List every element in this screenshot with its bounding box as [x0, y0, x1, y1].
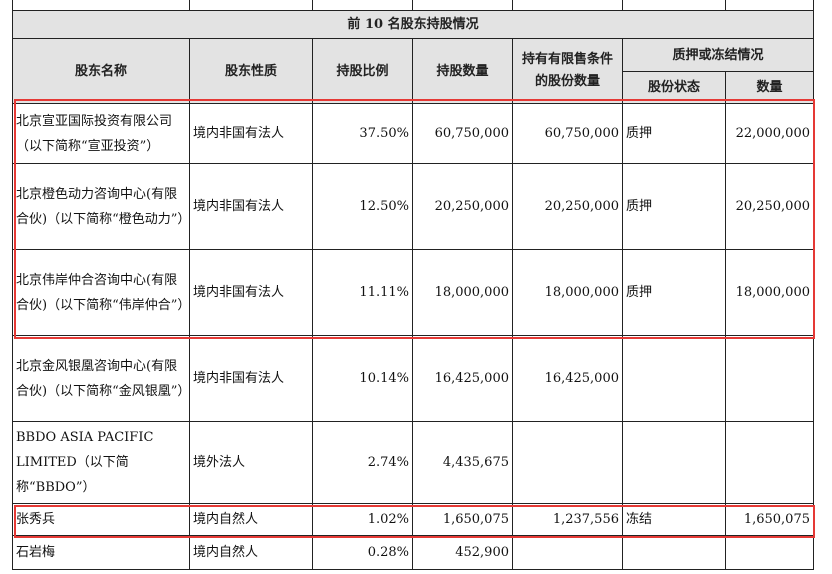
shareholder-name: 北京宣亚国际投资有限公司（以下简称“宣亚投资”） — [12, 103, 190, 164]
header-shareholder-name: 股东名称 — [12, 38, 190, 104]
pledge-quantity — [725, 421, 814, 504]
holding-ratio: 2.74% — [312, 421, 413, 504]
table-title: 前 10 名股东持股情况 — [12, 10, 814, 39]
restricted-shares — [512, 535, 623, 570]
pledge-quantity — [725, 535, 814, 570]
holding-ratio: 11.11% — [312, 249, 413, 336]
holding-count: 60,750,000 — [412, 103, 513, 164]
shareholder-nature: 境内自然人 — [189, 535, 313, 570]
restricted-shares: 20,250,000 — [512, 163, 623, 250]
holding-ratio: 1.02% — [312, 503, 413, 536]
restricted-shares: 18,000,000 — [512, 249, 623, 336]
shareholder-nature: 境内自然人 — [189, 503, 313, 536]
holding-count: 20,250,000 — [412, 163, 513, 250]
holding-ratio: 10.14% — [312, 335, 413, 422]
holding-count: 1,650,075 — [412, 503, 513, 536]
restricted-shares: 16,425,000 — [512, 335, 623, 422]
table-row: 张秀兵 境内自然人 1.02% 1,650,075 1,237,556 冻结 1… — [12, 503, 814, 536]
pledge-quantity: 22,000,000 — [725, 103, 814, 164]
shareholder-name: 北京金风银凰咨询中心(有限合伙)（以下简称“金风银凰”） — [12, 335, 190, 422]
shareholder-name: 石岩梅 — [12, 535, 190, 570]
header-holding-count: 持股数量 — [412, 38, 513, 104]
table-row: 石岩梅 境内自然人 0.28% 452,900 — [12, 535, 814, 570]
shareholder-nature: 境内非国有法人 — [189, 335, 313, 422]
shareholder-nature: 境内非国有法人 — [189, 249, 313, 336]
shareholder-name: BBDO ASIA PACIFIC LIMITED（以下简称“BBDO”） — [12, 421, 190, 504]
share-status — [622, 535, 726, 570]
holding-ratio: 0.28% — [312, 535, 413, 570]
restricted-shares — [512, 421, 623, 504]
pledge-quantity: 18,000,000 — [725, 249, 814, 336]
share-status: 质押 — [622, 249, 726, 336]
table-row: 北京伟岸仲合咨询中心(有限合伙)（以下简称“伟岸仲合”） 境内非国有法人 11.… — [12, 249, 814, 336]
share-status: 质押 — [622, 163, 726, 250]
table-row: 北京橙色动力咨询中心(有限合伙)（以下简称“橙色动力”） 境内非国有法人 12.… — [12, 163, 814, 250]
holding-count: 16,425,000 — [412, 335, 513, 422]
table-row: BBDO ASIA PACIFIC LIMITED（以下简称“BBDO”） 境外… — [12, 421, 814, 504]
header-holding-ratio: 持股比例 — [312, 38, 413, 104]
shareholder-nature: 境外法人 — [189, 421, 313, 504]
share-status: 质押 — [622, 103, 726, 164]
share-status — [622, 335, 726, 422]
header-quantity: 数量 — [725, 71, 814, 104]
shareholder-nature: 境内非国有法人 — [189, 103, 313, 164]
top-spacer-row — [12, 0, 814, 11]
header-pledge-freeze: 质押或冻结情况 — [622, 38, 814, 72]
holding-ratio: 12.50% — [312, 163, 413, 250]
shareholder-nature: 境内非国有法人 — [189, 163, 313, 250]
restricted-shares: 60,750,000 — [512, 103, 623, 164]
share-status — [622, 421, 726, 504]
shareholder-name: 北京伟岸仲合咨询中心(有限合伙)（以下简称“伟岸仲合”） — [12, 249, 190, 336]
shareholder-name: 北京橙色动力咨询中心(有限合伙)（以下简称“橙色动力”） — [12, 163, 190, 250]
header-share-status: 股份状态 — [622, 71, 726, 104]
header-shareholder-nature: 股东性质 — [189, 38, 313, 104]
table-row: 北京宣亚国际投资有限公司（以下简称“宣亚投资”） 境内非国有法人 37.50% … — [12, 103, 814, 164]
pledge-quantity: 1,650,075 — [725, 503, 814, 536]
holding-ratio: 37.50% — [312, 103, 413, 164]
holding-count: 18,000,000 — [412, 249, 513, 336]
table-row: 北京金风银凰咨询中心(有限合伙)（以下简称“金风银凰”） 境内非国有法人 10.… — [12, 335, 814, 422]
header-restricted-shares: 持有有限售条件的股份数量 — [512, 38, 623, 104]
shareholder-name: 张秀兵 — [12, 503, 190, 536]
pledge-quantity: 20,250,000 — [725, 163, 814, 250]
shareholder-table: 前 10 名股东持股情况 股东名称 股东性质 持股比例 持股数量 持有有限售条件… — [12, 0, 814, 570]
holding-count: 4,435,675 — [412, 421, 513, 504]
share-status: 冻结 — [622, 503, 726, 536]
restricted-shares: 1,237,556 — [512, 503, 623, 536]
pledge-quantity — [725, 335, 814, 422]
holding-count: 452,900 — [412, 535, 513, 570]
